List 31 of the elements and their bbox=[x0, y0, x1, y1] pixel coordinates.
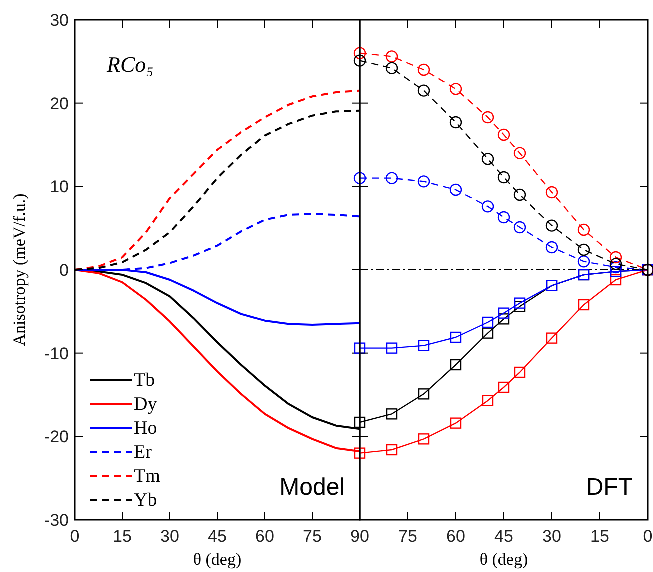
legend-label: Tm bbox=[134, 466, 161, 487]
annotation: Model bbox=[280, 474, 345, 501]
x-tick-label: 60 bbox=[446, 527, 466, 546]
x-tick-label: 15 bbox=[113, 527, 132, 546]
x-tick-label: 0 bbox=[643, 527, 653, 546]
legend-label: Tb bbox=[134, 370, 156, 391]
legend-label: Er bbox=[134, 442, 153, 463]
legend-label: Ho bbox=[134, 418, 158, 439]
x-tick-label: 30 bbox=[160, 527, 180, 546]
y-axis-title: Anisotropy (meV/f.u.) bbox=[10, 194, 29, 346]
annotation: DFT bbox=[586, 474, 634, 501]
y-tick-label: -30 bbox=[44, 511, 69, 530]
x-tick-label: 45 bbox=[494, 527, 514, 546]
x-axis-title: θ (deg) bbox=[193, 550, 242, 569]
x-tick-label: 75 bbox=[303, 527, 322, 546]
y-tick-label: 0 bbox=[60, 261, 69, 280]
x-tick-label: 60 bbox=[256, 527, 274, 546]
y-tick-label: 10 bbox=[50, 178, 69, 197]
x-tick-label: 75 bbox=[398, 527, 418, 546]
x-axis-title: θ (deg) bbox=[480, 550, 528, 569]
legend-label: Yb bbox=[134, 490, 158, 511]
x-tick-label: 45 bbox=[208, 527, 227, 546]
y-tick-label: -10 bbox=[44, 344, 69, 364]
annotation: RCo₅ bbox=[106, 52, 154, 77]
y-tick-label: 30 bbox=[50, 11, 69, 30]
x-tick-label: 15 bbox=[590, 527, 610, 546]
x-tick-label: 30 bbox=[542, 527, 562, 546]
y-tick-label: -20 bbox=[44, 428, 69, 447]
legend-label: Dy bbox=[134, 394, 158, 415]
y-tick-label: 20 bbox=[50, 94, 69, 114]
x-tick-label: 90 bbox=[350, 527, 370, 546]
